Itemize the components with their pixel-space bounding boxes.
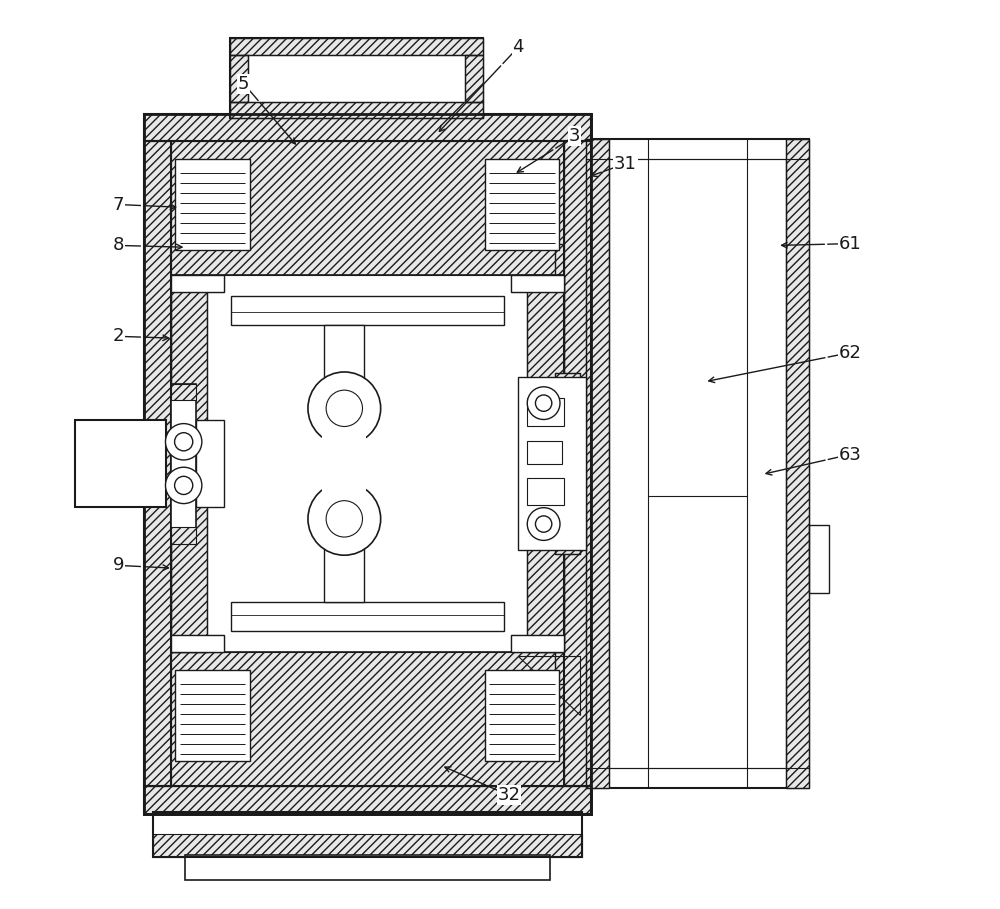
Circle shape bbox=[535, 516, 552, 533]
Bar bbox=[786, 139, 809, 788]
Bar bbox=[518, 377, 586, 550]
Bar bbox=[230, 55, 248, 102]
Circle shape bbox=[326, 501, 362, 537]
Bar bbox=[171, 275, 207, 652]
Bar bbox=[175, 159, 250, 250]
Bar bbox=[144, 786, 591, 814]
Bar bbox=[144, 141, 171, 786]
Bar bbox=[230, 55, 248, 102]
Circle shape bbox=[308, 483, 381, 555]
Bar bbox=[485, 159, 559, 250]
Bar bbox=[231, 296, 504, 325]
Bar bbox=[171, 527, 196, 544]
Bar bbox=[527, 398, 564, 425]
Text: 4: 4 bbox=[512, 38, 524, 56]
Circle shape bbox=[165, 424, 202, 460]
Bar bbox=[144, 141, 171, 786]
Bar bbox=[586, 139, 609, 788]
Bar bbox=[144, 114, 591, 141]
Text: 31: 31 bbox=[614, 155, 637, 173]
Bar bbox=[231, 602, 504, 631]
Bar bbox=[75, 420, 166, 507]
Bar bbox=[527, 478, 564, 505]
Bar bbox=[555, 373, 580, 554]
Circle shape bbox=[175, 433, 193, 451]
Bar bbox=[153, 834, 582, 857]
Text: 32: 32 bbox=[498, 786, 521, 804]
Bar bbox=[171, 635, 224, 652]
Bar bbox=[171, 141, 564, 275]
Text: 2: 2 bbox=[112, 327, 124, 345]
Bar bbox=[809, 525, 829, 594]
Bar bbox=[527, 441, 562, 464]
Bar bbox=[527, 275, 564, 652]
Bar bbox=[171, 275, 224, 292]
Bar bbox=[230, 38, 483, 118]
Text: 61: 61 bbox=[839, 235, 861, 253]
Bar bbox=[230, 102, 483, 118]
Bar bbox=[322, 434, 366, 492]
Bar bbox=[171, 275, 207, 652]
Circle shape bbox=[326, 390, 362, 426]
Text: 7: 7 bbox=[112, 195, 124, 214]
Bar bbox=[196, 420, 224, 507]
Bar bbox=[609, 159, 786, 768]
Bar bbox=[564, 141, 591, 786]
Bar bbox=[185, 855, 550, 880]
Bar bbox=[586, 139, 609, 788]
Circle shape bbox=[165, 467, 202, 504]
Bar bbox=[527, 275, 564, 652]
Bar bbox=[786, 139, 809, 788]
Bar bbox=[171, 652, 564, 786]
Bar bbox=[171, 141, 564, 275]
Circle shape bbox=[527, 507, 560, 540]
Bar bbox=[511, 275, 564, 292]
Bar bbox=[555, 373, 580, 554]
Bar bbox=[511, 635, 564, 652]
Bar bbox=[230, 38, 483, 55]
Circle shape bbox=[527, 387, 560, 420]
Text: 63: 63 bbox=[839, 445, 861, 464]
Text: 9: 9 bbox=[112, 556, 124, 574]
Text: 62: 62 bbox=[839, 344, 861, 362]
Circle shape bbox=[308, 372, 381, 445]
Bar bbox=[564, 141, 591, 786]
Circle shape bbox=[175, 476, 193, 494]
Bar bbox=[324, 325, 364, 602]
Text: 5: 5 bbox=[238, 75, 249, 93]
Bar bbox=[511, 635, 564, 652]
Bar bbox=[224, 275, 511, 652]
Polygon shape bbox=[518, 656, 580, 715]
Bar bbox=[171, 384, 196, 544]
Bar bbox=[171, 384, 196, 400]
Bar bbox=[171, 652, 564, 786]
Bar bbox=[230, 102, 483, 118]
Bar bbox=[153, 812, 582, 857]
Bar bbox=[144, 114, 591, 141]
Bar bbox=[171, 275, 224, 292]
Text: 8: 8 bbox=[113, 236, 124, 255]
Bar bbox=[586, 139, 809, 788]
Circle shape bbox=[535, 395, 552, 411]
Bar bbox=[171, 635, 224, 652]
Bar bbox=[175, 670, 250, 761]
Bar bbox=[485, 670, 559, 761]
Bar bbox=[230, 38, 483, 55]
Bar bbox=[511, 275, 564, 292]
Bar bbox=[144, 114, 591, 814]
Text: 3: 3 bbox=[569, 127, 580, 145]
Bar bbox=[465, 55, 483, 102]
Bar bbox=[144, 786, 591, 814]
Bar bbox=[144, 114, 591, 814]
Bar bbox=[465, 55, 483, 102]
